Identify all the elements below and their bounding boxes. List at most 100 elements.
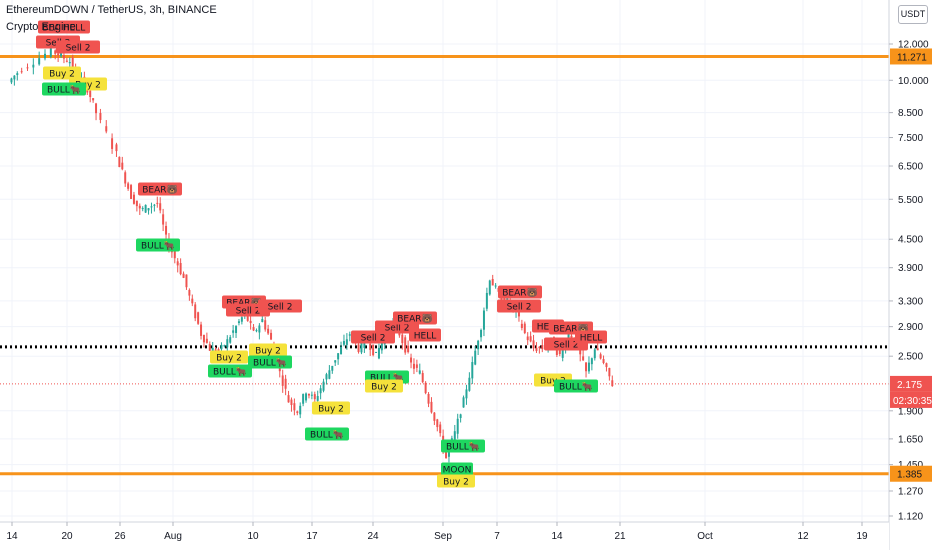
candle-body xyxy=(305,393,308,401)
candle-body xyxy=(284,378,287,389)
signal-label-box xyxy=(208,364,252,378)
candle-body xyxy=(255,330,258,332)
signal-label-box xyxy=(305,427,349,441)
candle-body xyxy=(462,397,465,408)
x-tick-label: 14 xyxy=(6,531,18,542)
x-tick-label: 20 xyxy=(61,531,73,542)
indicator-name[interactable]: Crypto Engine xyxy=(6,21,76,33)
y-tick-label: 1.120 xyxy=(898,512,923,523)
candle-body xyxy=(121,162,124,170)
candle-body xyxy=(162,214,165,225)
candle-body xyxy=(299,405,302,415)
candle-body xyxy=(202,334,205,343)
candle-body xyxy=(517,311,520,317)
candle-body xyxy=(436,419,439,428)
candle-body xyxy=(605,363,608,368)
candle-body xyxy=(115,144,118,152)
signal-label-box xyxy=(42,82,86,96)
candle-body xyxy=(118,156,121,168)
candle-body xyxy=(223,345,226,347)
last-price-text: 2.175 xyxy=(897,380,922,391)
x-tick-label: 26 xyxy=(114,531,126,542)
signal-label-bull: BULL🐂 xyxy=(248,355,292,369)
candle-body xyxy=(375,351,378,353)
candle-body xyxy=(477,340,480,350)
candle-body xyxy=(249,320,252,324)
signal-label-bear: HELL xyxy=(575,330,607,344)
price-axis: 12.000 10.000 8.500 7.500 6.500 5.500 4.500 3.9… xyxy=(889,40,929,523)
candle-body xyxy=(433,412,436,421)
candle-body xyxy=(156,202,159,204)
candle-body xyxy=(188,289,191,296)
signal-label-text: Sell 2 xyxy=(507,303,532,313)
symbol-title[interactable]: EthereumDOWN / TetherUS, 3h, BINANCE xyxy=(6,4,217,16)
candle-body xyxy=(523,323,526,334)
y-tick-label: 5.500 xyxy=(898,195,923,206)
level-price-text: 11.271 xyxy=(897,52,927,63)
candle-body xyxy=(57,53,60,56)
candle-body xyxy=(342,341,345,345)
candle-body xyxy=(237,321,240,324)
signal-label-text: Buy 2 xyxy=(443,478,469,488)
signal-label-bull: BULL🐂 xyxy=(441,439,485,453)
candle-body xyxy=(439,424,442,434)
candle-body xyxy=(471,362,474,379)
x-tick-label: 10 xyxy=(247,531,259,542)
signal-label-buy: Buy 2 xyxy=(249,343,287,357)
signal-label-bear: BEAR🐻 xyxy=(498,285,542,299)
signal-label-text: Buy 2 xyxy=(371,383,397,393)
signal-label-text: Sell 2 xyxy=(268,303,293,313)
candle-body xyxy=(44,53,46,59)
signal-label-text: Buy 2 xyxy=(216,354,242,364)
currency-button[interactable]: USDT xyxy=(898,5,928,24)
candle-body xyxy=(608,367,611,377)
candle-body xyxy=(430,401,433,413)
x-tick-label: 17 xyxy=(306,531,318,542)
signal-label-box xyxy=(351,330,395,344)
signal-label-buy: Buy 2 xyxy=(210,350,248,364)
signal-label-bull: BULL🐂 xyxy=(554,379,598,393)
candle-body xyxy=(54,50,57,54)
signal-label-text: Buy 2 xyxy=(540,377,566,387)
candle-body xyxy=(150,206,153,208)
signal-label-text: BEAR🐻 xyxy=(142,184,177,196)
candle-body xyxy=(20,71,23,73)
candle-body xyxy=(258,325,261,333)
candle-body xyxy=(579,348,582,355)
y-tick-label: 4.500 xyxy=(898,235,923,246)
signal-label-box xyxy=(312,401,350,415)
candle-body xyxy=(418,370,421,374)
candle-body xyxy=(337,353,340,360)
candle-body xyxy=(13,75,16,80)
candle-body xyxy=(328,370,331,379)
candle-body xyxy=(267,328,270,334)
candle-body xyxy=(197,312,200,324)
signal-label-text: Sell 2 xyxy=(554,341,579,351)
candle-body xyxy=(159,203,162,211)
time-axis-background[interactable] xyxy=(0,522,889,550)
candle-body xyxy=(124,172,127,184)
candle-body xyxy=(532,340,535,349)
signal-label-sell: Sell 2 xyxy=(258,299,302,313)
y-tick-label: 2.900 xyxy=(898,322,923,333)
x-tick-label: Oct xyxy=(697,531,713,542)
candle-body xyxy=(179,263,182,275)
candle-body xyxy=(226,339,229,348)
candle-body xyxy=(38,58,41,65)
candle-body xyxy=(380,341,383,351)
candle-body xyxy=(360,342,363,353)
signal-label-text: Buy 2 xyxy=(255,347,281,357)
price-axis-background[interactable] xyxy=(889,0,932,550)
signal-label-text: Sell 2 xyxy=(361,334,386,344)
candle-body xyxy=(205,338,208,343)
candle-body xyxy=(71,57,74,68)
candle-body xyxy=(89,90,92,98)
candle-body xyxy=(582,356,585,361)
signal-label-bull: BULL🐂 xyxy=(42,82,86,96)
candle-body xyxy=(535,347,538,351)
signal-label-box xyxy=(498,285,542,299)
signal-label-bear: HELL xyxy=(409,328,441,342)
candle-body xyxy=(412,363,415,369)
level-price-badge xyxy=(890,465,932,482)
